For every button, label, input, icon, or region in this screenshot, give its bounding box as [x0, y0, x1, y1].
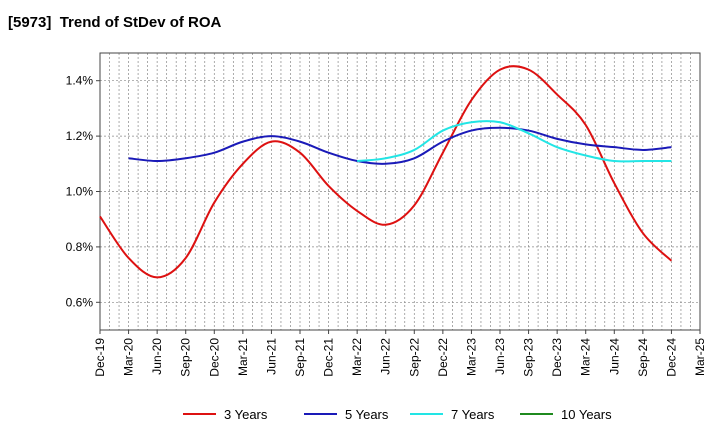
- series-lines: [99, 65, 673, 279]
- x-tick-label: Sep-21: [293, 338, 307, 377]
- y-tick-label: 1.0%: [66, 185, 94, 199]
- x-tick-label: Jun-22: [379, 338, 393, 375]
- x-tick-label: Jun-24: [607, 338, 621, 375]
- x-tick-label: Dec-19: [93, 338, 107, 377]
- x-tick-label: Mar-25: [693, 338, 707, 376]
- legend-label: 7 Years: [451, 407, 495, 422]
- x-tick-label: Sep-23: [522, 338, 536, 377]
- y-tick-label: 1.4%: [66, 74, 94, 88]
- x-tick-label: Mar-21: [236, 338, 250, 376]
- y-axis-ticks: 0.6% 0.8% 1.0% 1.2% 1.4%: [66, 74, 100, 309]
- chart-title: [5973] Trend of StDev of ROA: [8, 14, 222, 31]
- series-line-7-years: [357, 120, 672, 163]
- x-tick-label: Mar-23: [464, 338, 478, 376]
- x-tick-label: Dec-22: [436, 338, 450, 377]
- legend-label: 5 Years: [345, 407, 389, 422]
- grid-lines: [99, 53, 701, 330]
- series-line-5-years: [128, 126, 672, 165]
- legend: 3 Years 5 Years 7 Years 10 Years: [183, 407, 612, 422]
- y-tick-label: 1.2%: [66, 129, 94, 143]
- x-tick-label: Sep-24: [636, 338, 650, 377]
- series-line-3-years: [99, 65, 673, 279]
- x-tick-label: Jun-21: [264, 338, 278, 375]
- y-tick-label: 0.8%: [66, 240, 94, 254]
- x-tick-label: Jun-20: [150, 338, 164, 375]
- x-tick-label: Dec-20: [207, 338, 221, 377]
- legend-label: 3 Years: [224, 407, 268, 422]
- x-tick-label: Jun-23: [493, 338, 507, 375]
- x-tick-label: Dec-21: [322, 338, 336, 377]
- y-tick-label: 0.6%: [66, 295, 94, 309]
- x-tick-label: Sep-22: [407, 338, 421, 377]
- legend-label: 10 Years: [561, 407, 612, 422]
- x-tick-label: Mar-24: [579, 338, 593, 376]
- x-tick-label: Dec-24: [664, 338, 678, 377]
- x-tick-label: Mar-20: [122, 338, 136, 376]
- x-axis-ticks: Dec-19 Mar-20 Jun-20 Sep-20 Dec-20 Mar-21 Jun-…: [93, 330, 707, 377]
- x-tick-label: Sep-20: [179, 338, 193, 377]
- x-tick-label: Mar-22: [350, 338, 364, 376]
- x-tick-label: Dec-23: [550, 338, 564, 377]
